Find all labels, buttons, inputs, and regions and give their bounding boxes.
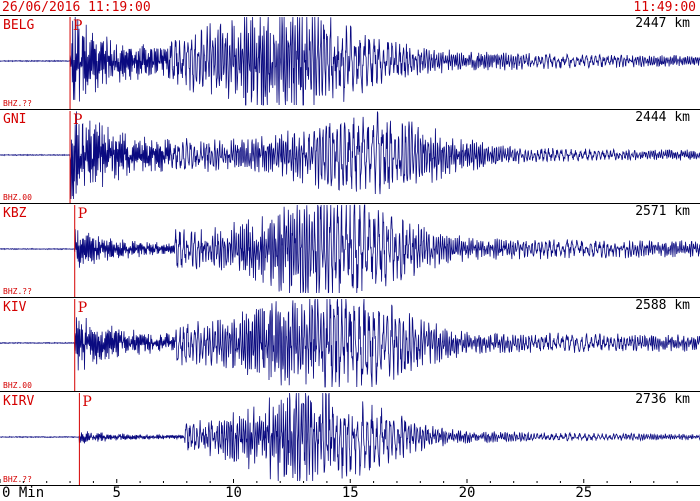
time-axis-tick-label: 0 Min	[2, 485, 44, 501]
time-axis-tick-label: 5	[113, 485, 121, 501]
channel-code: BHZ.??	[3, 99, 32, 108]
p-arrival-label: P	[73, 18, 82, 34]
channel-code: BHZ.??	[3, 475, 32, 484]
time-axis-tick-label: 20	[459, 485, 476, 501]
waveform-kbz	[0, 204, 700, 294]
waveform-gni	[0, 111, 700, 200]
station-distance: 2736 km	[635, 392, 690, 407]
channel-code: BHZ.00	[3, 381, 32, 390]
waveform-belg	[0, 16, 700, 106]
channel-code: BHZ.??	[3, 287, 32, 296]
station-name: KIRV	[3, 394, 34, 409]
p-arrival-label: P	[82, 394, 91, 410]
station-name: GNI	[3, 112, 26, 127]
start-time: 26/06/2016 11:19:00	[2, 0, 151, 15]
station-name: KIV	[3, 300, 27, 315]
channel-code: BHZ.00	[3, 193, 32, 202]
time-axis-tick-label: 25	[575, 485, 592, 501]
waveform-kirv	[0, 392, 700, 482]
p-arrival-label: P	[78, 206, 87, 222]
record-header: 26/06/2016 11:19:00 11:49:00	[0, 0, 700, 15]
station-distance: 2588 km	[635, 298, 690, 313]
time-axis-tick-label: 10	[225, 485, 242, 501]
station-distance: 2447 km	[635, 16, 690, 31]
p-arrival-label: P	[78, 300, 87, 316]
station-name: BELG	[3, 18, 34, 33]
station-distance: 2571 km	[635, 204, 690, 219]
station-distance: 2444 km	[635, 110, 690, 125]
time-axis-tick-label: 15	[342, 485, 359, 501]
p-arrival-label: P	[73, 112, 82, 128]
station-name: KBZ	[3, 206, 27, 221]
end-time: 11:49:00	[633, 0, 696, 15]
waveform-kiv	[0, 298, 700, 388]
